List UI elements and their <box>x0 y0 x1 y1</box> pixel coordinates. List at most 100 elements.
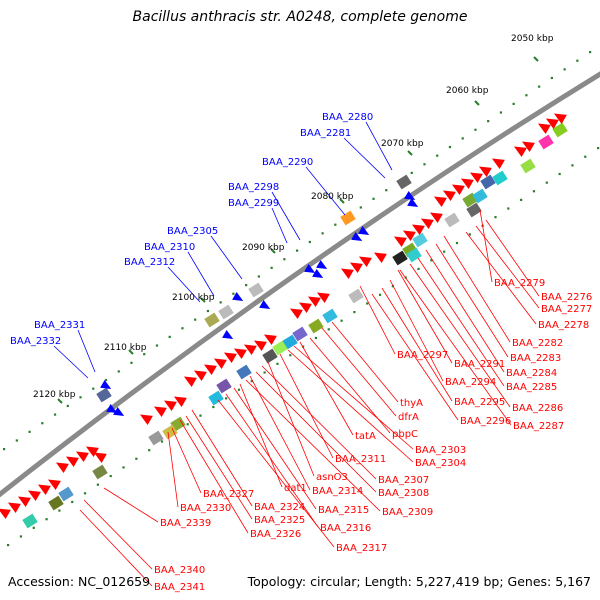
forward-leader-line <box>267 361 315 477</box>
forward-gene-label: asnO3 <box>316 472 348 483</box>
page-title: Bacillus anthracis str. A0248, complete … <box>132 9 468 25</box>
forward-gene-label: BAA_2304 <box>415 458 466 469</box>
label-leader-lines <box>53 121 540 587</box>
forward-gene-arrow <box>139 414 153 425</box>
inner-tick-dot <box>520 198 523 201</box>
reverse-leader-line <box>53 345 89 379</box>
feature-box <box>48 495 64 511</box>
forward-gene-label: BAA_2283 <box>510 353 561 364</box>
outer-tick-dot <box>512 102 515 105</box>
inner-tick-dot <box>250 380 253 383</box>
inner-tick-dot <box>558 172 561 176</box>
outer-tick-dot <box>448 145 452 149</box>
feature-box <box>538 134 554 150</box>
inner-tick-dot <box>109 474 112 478</box>
outer-tick-dot <box>130 361 133 364</box>
forward-gene-arrow <box>402 230 416 241</box>
inner-tick-dot <box>327 328 330 331</box>
forward-gene-label: BAA_2286 <box>512 403 563 414</box>
outer-tick-dot <box>359 206 362 209</box>
outer-tick-dot <box>117 370 120 373</box>
reverse-gene-arrow <box>312 269 324 278</box>
feature-box <box>272 340 288 356</box>
inner-tick-dot <box>58 509 61 512</box>
forward-gene-arrow <box>433 196 447 207</box>
reverse-leader-line <box>305 166 346 216</box>
scale-tick-lines <box>57 56 539 404</box>
scale-tick <box>339 198 345 204</box>
feature-box <box>406 247 422 263</box>
inner-tick-dot <box>532 190 536 193</box>
inner-tick-dot <box>443 250 446 253</box>
feature-box <box>216 378 232 394</box>
forward-gene-label: BAA_2284 <box>506 368 557 379</box>
scale-tick <box>533 56 539 62</box>
outer-tick-dot <box>155 344 159 347</box>
inner-tick-dot <box>455 241 459 245</box>
scale-tick <box>128 349 134 355</box>
inner-tick-dot <box>584 155 587 158</box>
forward-gene-label: BAA_2277 <box>541 304 592 315</box>
outer-tick-dot <box>296 249 299 252</box>
outer-tick-dot <box>474 128 477 131</box>
forward-gene-arrow <box>7 502 21 513</box>
forward-gene-arrow <box>442 190 456 201</box>
inner-tick-dot <box>19 535 23 538</box>
forward-gene-arrow <box>17 496 31 507</box>
outer-tick-dot <box>576 59 579 62</box>
forward-gene-label: tatA <box>355 431 376 442</box>
forward-leader-line <box>417 257 505 387</box>
outer-tick-dot <box>270 266 273 269</box>
outer-tick-dot <box>66 404 69 408</box>
feature-box <box>552 122 568 138</box>
forward-gene-arrow <box>298 302 312 313</box>
forward-gene-arrow <box>460 178 474 189</box>
feature-box <box>282 334 298 350</box>
reverse-gene-label: BAA_2298 <box>228 182 279 193</box>
forward-gene-label: BAA_2296 <box>460 416 511 427</box>
forward-leader-line <box>185 415 253 520</box>
feature-box <box>248 282 264 298</box>
forward-gene-arrow <box>451 184 465 195</box>
reverse-gene-label: BAA_2299 <box>228 198 279 209</box>
inner-tick-dot <box>135 457 138 460</box>
inner-tick-dot <box>378 293 382 296</box>
inner-tick-dot <box>83 492 87 495</box>
forward-gene-label: BAA_2276 <box>541 292 592 303</box>
outer-tick-dot <box>143 353 146 356</box>
forward-gene-label: BAA_2314 <box>312 486 363 497</box>
forward-gene-arrow <box>289 308 303 319</box>
reverse-gene-label: BAA_2290 <box>262 157 313 168</box>
inner-tick-dot <box>507 207 510 210</box>
forward-gene-arrow <box>223 352 237 363</box>
outer-tick-marks <box>3 51 592 451</box>
forward-leader-line <box>79 509 153 587</box>
forward-leader-line <box>245 379 381 512</box>
forward-gene-label: BAA_2327 <box>203 489 254 500</box>
forward-gene-arrow <box>153 406 167 417</box>
outer-tick-dot <box>283 258 286 261</box>
reverse-leader-line <box>343 137 386 179</box>
forward-leader-line <box>83 499 153 570</box>
forward-leader-line <box>359 285 396 355</box>
feature-box <box>92 464 108 480</box>
forward-gene-arrow <box>55 462 69 473</box>
forward-gene-label: BAA_2307 <box>378 475 429 486</box>
forward-gene-arrow <box>545 118 559 129</box>
forward-gene-arrow <box>491 158 505 169</box>
outer-tick-dot <box>487 120 490 123</box>
inner-tick-dot <box>263 371 266 374</box>
forward-leader-line <box>371 293 459 421</box>
reverse-gene-label: BAA_2312 <box>124 257 175 268</box>
inner-tick-dot <box>148 449 151 452</box>
outer-tick-dot <box>423 163 426 166</box>
forward-gene-label: BAA_2325 <box>254 515 305 526</box>
forward-gene-arrow <box>478 166 492 177</box>
forward-gene-label: BAA_2278 <box>538 320 589 331</box>
forward-gene-label: BAA_2340 <box>154 565 205 576</box>
reverse-leader-line <box>167 266 201 303</box>
outer-tick-dot <box>181 327 184 330</box>
inner-tick-dot <box>225 397 228 400</box>
forward-gene-arrow <box>93 452 107 463</box>
reverse-gene-arrow <box>358 226 370 235</box>
